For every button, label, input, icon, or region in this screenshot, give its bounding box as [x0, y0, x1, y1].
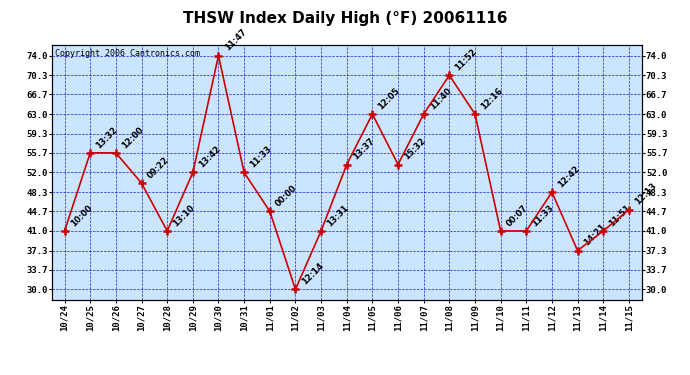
Text: 12:16: 12:16 [479, 86, 504, 111]
Text: 14:21: 14:21 [582, 222, 607, 248]
Text: 13:10: 13:10 [171, 203, 197, 228]
Text: 13:31: 13:31 [325, 203, 351, 228]
Text: 11:40: 11:40 [428, 86, 453, 111]
Text: 11:47: 11:47 [223, 28, 248, 53]
Text: 11:33: 11:33 [248, 144, 273, 170]
Text: 12:13: 12:13 [633, 182, 658, 207]
Text: 15:32: 15:32 [402, 136, 428, 162]
Text: 11:33: 11:33 [531, 203, 555, 228]
Text: Copyright 2006 Cantronics.com: Copyright 2006 Cantronics.com [55, 49, 199, 58]
Text: 00:00: 00:00 [274, 183, 299, 209]
Text: 13:37: 13:37 [351, 136, 376, 162]
Text: 09:22: 09:22 [146, 155, 171, 180]
Text: 10:00: 10:00 [69, 203, 94, 228]
Text: 12:05: 12:05 [377, 86, 402, 111]
Text: 12:00: 12:00 [120, 125, 145, 150]
Text: 13:42: 13:42 [197, 144, 222, 170]
Text: 00:07: 00:07 [505, 203, 530, 228]
Text: 12:14: 12:14 [299, 261, 325, 286]
Text: 11:52: 11:52 [453, 47, 479, 72]
Text: THSW Index Daily High (°F) 20061116: THSW Index Daily High (°F) 20061116 [183, 11, 507, 26]
Text: 13:32: 13:32 [95, 125, 119, 150]
Text: 11:51: 11:51 [607, 203, 633, 228]
Text: 12:42: 12:42 [556, 164, 582, 189]
